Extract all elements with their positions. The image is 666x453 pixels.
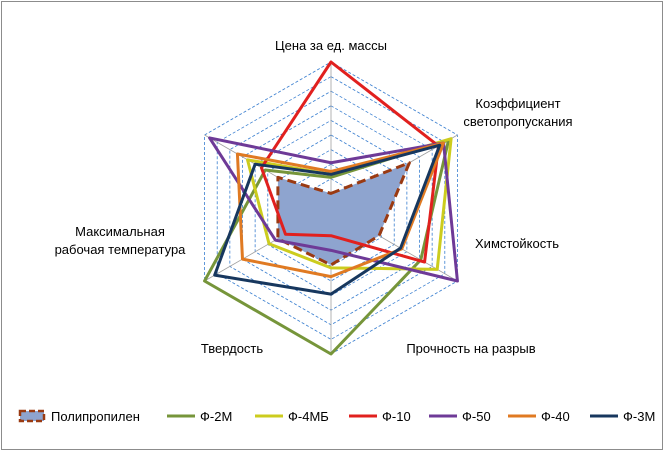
legend-item: Ф-10 bbox=[349, 409, 411, 424]
legend-item: Ф-50 bbox=[429, 409, 491, 424]
axis-label: Максимальная рабочая температура bbox=[55, 224, 187, 257]
legend-item: Ф-2М bbox=[167, 409, 232, 424]
legend-label: Ф-3М bbox=[623, 409, 655, 424]
legend-label: Ф-40 bbox=[541, 409, 570, 424]
axis-label: Коэффициент светопропускания bbox=[463, 96, 572, 129]
legend-item: Ф-3М bbox=[590, 409, 655, 424]
series-Ф-40 bbox=[235, 141, 446, 279]
series-Ф-4МБ bbox=[246, 137, 453, 271]
series-Полипропилен bbox=[276, 161, 411, 267]
legend-label: Ф-4МБ bbox=[288, 409, 329, 424]
legend-label: Ф-10 bbox=[382, 409, 411, 424]
axis-label: Прочность на разрыв bbox=[406, 341, 535, 356]
legend-item: Ф-40 bbox=[508, 409, 570, 424]
legend-label: Ф-50 bbox=[462, 409, 491, 424]
legend: Полипропилен Ф-2М Ф-4МБ Ф-10 Ф-50 Ф-40 Ф-3М bbox=[18, 409, 655, 424]
legend-label: Ф-2М bbox=[200, 409, 232, 424]
axis-label: Цена за ед. массы bbox=[275, 38, 387, 53]
axis-labels: Цена за ед. массы Коэффициент светопропуск… bbox=[55, 38, 573, 356]
axis-label: Химстойкость bbox=[475, 236, 559, 251]
legend-label: Полипропилен bbox=[51, 409, 140, 424]
series-Ф-3М bbox=[213, 143, 442, 296]
legend-item: Полипропилен bbox=[18, 409, 140, 424]
axis-label: Твердость bbox=[201, 341, 264, 356]
series-layer bbox=[203, 60, 459, 356]
legend-swatch bbox=[18, 409, 46, 423]
legend-item: Ф-4МБ bbox=[255, 409, 329, 424]
